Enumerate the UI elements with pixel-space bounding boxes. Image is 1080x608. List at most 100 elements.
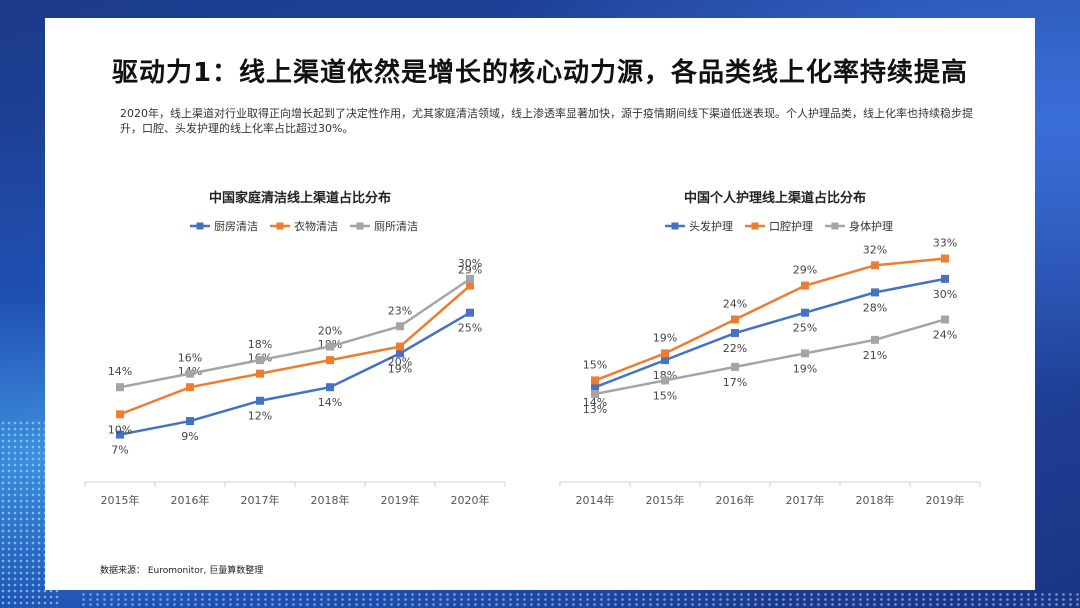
x-tick-label: 2017年: [786, 493, 825, 507]
legend-swatch-marker: [831, 222, 839, 230]
data-point-marker: [661, 349, 669, 358]
legend-label: 身体护理: [849, 219, 893, 233]
data-label: 19%: [653, 331, 677, 344]
series-line: [594, 318, 946, 396]
data-point-marker: [466, 274, 474, 283]
data-point-marker: [591, 376, 599, 385]
data-label: 9%: [181, 430, 198, 443]
data-label: 20%: [388, 356, 412, 369]
data-label: 25%: [458, 322, 482, 335]
x-tick-label: 2016年: [171, 493, 210, 507]
data-point-marker: [116, 383, 124, 392]
legend-item: 头发护理: [665, 219, 733, 233]
data-point-marker: [186, 383, 194, 392]
x-tick-label: 2019年: [926, 493, 965, 507]
data-label: 12%: [248, 410, 272, 423]
x-tick-label: 2014年: [576, 493, 615, 507]
series-line: [119, 311, 471, 436]
data-label: 24%: [723, 297, 747, 310]
chart-title: 中国个人护理线上渠道占比分布: [684, 190, 866, 206]
data-point-marker: [731, 329, 739, 338]
data-label: 15%: [653, 389, 677, 402]
data-point-marker: [941, 274, 949, 283]
data-point-marker: [731, 362, 739, 371]
data-point-marker: [801, 349, 809, 358]
data-label: 7%: [111, 444, 128, 457]
data-label: 30%: [933, 288, 957, 301]
legend-label: 衣物清洁: [294, 219, 338, 233]
data-point-marker: [871, 261, 879, 270]
series-line: [594, 277, 946, 389]
data-label: 14%: [318, 396, 342, 409]
legend-item: 厕所清洁: [350, 220, 418, 233]
data-label: 28%: [863, 301, 887, 314]
series-line: [594, 257, 946, 382]
data-label: 19%: [793, 362, 817, 375]
legend-label: 厕所清洁: [374, 220, 418, 233]
data-label: 20%: [318, 325, 342, 338]
data-label: 32%: [863, 243, 887, 256]
data-point-marker: [801, 308, 809, 317]
legend-swatch-marker: [751, 222, 759, 230]
legend-swatch-marker: [356, 222, 364, 230]
data-point-marker: [256, 356, 264, 365]
data-point-marker: [731, 315, 739, 324]
x-tick-label: 2015年: [646, 493, 685, 507]
data-point-marker: [661, 376, 669, 385]
data-point-marker: [326, 383, 334, 392]
data-source: 数据来源： Euromonitor, 巨量算数整理: [100, 566, 264, 576]
x-tick-label: 2016年: [716, 493, 755, 507]
data-point-marker: [466, 308, 474, 317]
chart-title: 中国家庭清洁线上渠道占比分布: [209, 190, 391, 206]
data-point-marker: [326, 342, 334, 351]
data-label: 29%: [793, 264, 817, 277]
data-point-marker: [256, 369, 264, 378]
data-label: 29%: [458, 264, 482, 277]
legend-label: 头发护理: [689, 219, 733, 233]
data-label: 23%: [388, 304, 412, 317]
data-point-marker: [871, 335, 879, 344]
legend-swatch-marker: [196, 222, 204, 230]
data-point-marker: [591, 383, 599, 392]
data-point-marker: [941, 254, 949, 263]
data-label: 17%: [723, 376, 747, 389]
series-line: [119, 284, 471, 416]
x-tick-label: 2015年: [101, 493, 140, 507]
legend-swatch-marker: [276, 222, 284, 230]
data-label: 13%: [583, 403, 607, 416]
data-label: 15%: [583, 358, 607, 371]
legend-label: 口腔护理: [769, 219, 813, 233]
data-point-marker: [801, 281, 809, 290]
data-label: 30%: [458, 257, 482, 270]
data-point-marker: [396, 322, 404, 331]
data-point-marker: [466, 281, 474, 290]
decorative-dots-bottom: [80, 592, 1080, 608]
data-label: 33%: [933, 237, 957, 250]
x-tick-label: 2018年: [856, 493, 895, 507]
data-label: 22%: [723, 342, 747, 355]
x-tick-label: 2020年: [451, 493, 490, 507]
legend-item: 衣物清洁: [270, 219, 338, 233]
x-tick-label: 2019年: [381, 493, 420, 507]
data-point-marker: [396, 349, 404, 358]
legend-item: 厨房清洁: [190, 220, 258, 233]
legend-label: 厨房清洁: [214, 220, 258, 233]
data-label: 24%: [933, 328, 957, 341]
data-label: 19%: [388, 362, 412, 375]
series-line: [119, 277, 471, 389]
data-point-marker: [396, 342, 404, 351]
data-label: 14%: [583, 396, 607, 409]
data-point-marker: [186, 369, 194, 378]
data-label: 21%: [863, 349, 887, 362]
data-point-marker: [326, 356, 334, 365]
content-card: [45, 18, 1035, 590]
data-label: 18%: [248, 338, 272, 351]
data-point-marker: [256, 396, 264, 405]
legend-item: 身体护理: [825, 219, 893, 233]
x-tick-label: 2017年: [241, 493, 280, 507]
data-label: 16%: [178, 352, 202, 365]
data-point-marker: [941, 315, 949, 324]
data-point-marker: [871, 288, 879, 297]
legend-item: 口腔护理: [745, 219, 813, 233]
